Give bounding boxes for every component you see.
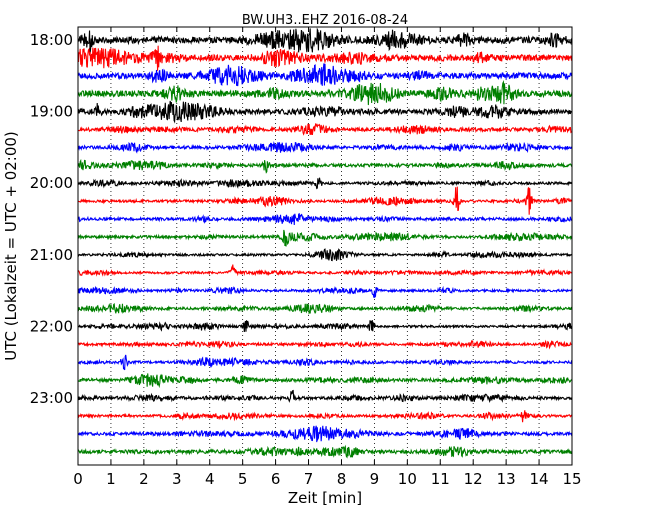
trace-2130 xyxy=(77,285,573,299)
x-tick-label: 1 xyxy=(106,470,116,488)
x-tick-label: 3 xyxy=(172,470,182,488)
trace-2015 xyxy=(77,186,573,215)
trace-2345 xyxy=(77,444,573,459)
trace-2000 xyxy=(77,177,573,190)
trace-2100 xyxy=(77,248,573,262)
x-tick-label: 13 xyxy=(497,470,516,488)
trace-1930 xyxy=(77,141,573,154)
trace-1900 xyxy=(77,100,573,124)
trace-2230 xyxy=(77,354,573,371)
trace-2045 xyxy=(77,229,573,247)
x-tick-label: 2 xyxy=(139,470,149,488)
x-axis-label: Zeit [min] xyxy=(288,489,362,507)
chart-title: BW.UH3..EHZ 2016-08-24 xyxy=(242,13,408,28)
trace-1845 xyxy=(77,80,573,106)
y-tick-label: 19:00 xyxy=(30,103,73,121)
x-tick-label: 0 xyxy=(73,470,83,488)
x-tick-label: 6 xyxy=(271,470,281,488)
y-tick-label: 23:00 xyxy=(30,389,73,407)
trace-1945 xyxy=(77,158,573,174)
trace-1915 xyxy=(77,123,573,136)
trace-group xyxy=(77,27,573,459)
plot-frame xyxy=(77,26,573,466)
trace-2030 xyxy=(77,212,573,225)
x-axis-ticks: 0 1 2 3 4 5 6 7 8 9 10 11 12 13 14 15 xyxy=(73,27,582,488)
x-tick-label: 11 xyxy=(431,470,450,488)
trace-2215 xyxy=(77,339,573,350)
trace-2315 xyxy=(77,410,573,423)
x-tick-label: 15 xyxy=(562,470,581,488)
trace-1800 xyxy=(77,27,573,54)
x-tick-label: 4 xyxy=(205,470,215,488)
trace-1815 xyxy=(77,45,573,71)
y-tick-label: 22:00 xyxy=(30,317,73,335)
x-tick-label: 5 xyxy=(238,470,248,488)
trace-2245 xyxy=(77,373,573,389)
y-tick-label: 18:00 xyxy=(30,31,73,49)
trace-1830 xyxy=(77,63,573,87)
x-tick-label: 9 xyxy=(370,470,380,488)
y-tick-label: 20:00 xyxy=(30,174,73,192)
x-tick-label: 8 xyxy=(337,470,347,488)
x-tick-label: 12 xyxy=(464,470,483,488)
y-axis-ticks: 18:00 19:00 20:00 21:00 22:00 23:00 xyxy=(30,31,572,407)
trace-2330 xyxy=(77,425,573,443)
trace-2145 xyxy=(77,302,573,315)
trace-2200 xyxy=(77,319,573,332)
y-tick-label: 21:00 xyxy=(30,246,73,264)
y-axis-label: UTC (Lokalzeit = UTC + 02:00) xyxy=(2,131,20,361)
x-tick-label: 7 xyxy=(304,470,314,488)
x-tick-label: 14 xyxy=(530,470,549,488)
x-tick-label: 10 xyxy=(398,470,417,488)
trace-2115 xyxy=(77,264,573,277)
trace-2300 xyxy=(77,389,573,404)
